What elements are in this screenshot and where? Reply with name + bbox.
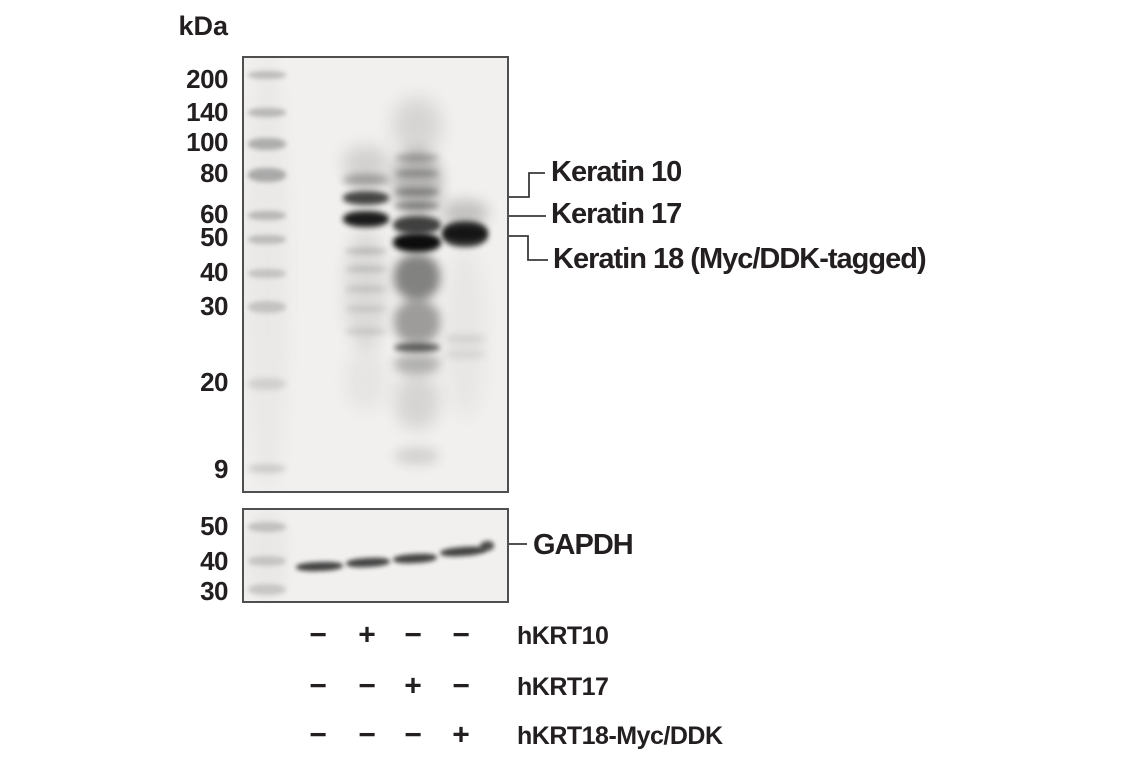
blot-band [248,168,286,182]
blot-band [346,350,386,410]
blot-band [248,464,286,473]
keratin-10-connector-line [509,172,545,198]
blot-band [395,170,439,177]
blot-band [248,235,286,244]
blot-band [393,98,441,153]
blot-band [246,510,288,601]
sign-row1-lane3: − [404,618,422,652]
mw-marker-140: 140 [186,96,228,127]
blot-band [345,230,387,350]
blot-band [394,254,440,300]
mw-marker-200: 200 [186,63,228,94]
blot-band [345,266,387,272]
gapdh-label: GAPDH [533,528,634,561]
blot-band [248,556,286,566]
mw-marker-60: 60 [200,198,228,229]
blot-band [395,374,439,429]
blot-band [444,248,486,418]
blot-band [393,216,441,234]
kda-unit-label: kDa [178,10,228,41]
keratin-18-connector-line [509,235,548,261]
blot-band [248,584,286,595]
treatment-label-hkrt10: hKRT10 [517,621,609,650]
blot-band [345,556,391,569]
blot-band [394,354,440,374]
blot-band [295,561,344,572]
blot-band [395,188,439,196]
treatment-label-hkrt18-myc/ddk: hKRT18-Myc/DDK [517,721,723,750]
mw-marker-20: 20 [200,366,228,397]
treatment-label-hkrt17: hKRT17 [517,672,609,701]
sign-row1-lane4: − [452,618,470,652]
mw-marker-40: 40 [200,256,228,287]
blot-band [393,233,441,252]
sign-row3-lane1: − [309,718,327,752]
blot-band [395,154,439,161]
blot-band [248,108,286,117]
blot-band [343,211,389,227]
blot-band [248,138,286,150]
blot-band [345,248,387,254]
keratin-17-label: Keratin 17 [551,197,682,230]
blot-band [343,146,389,180]
blot-band [248,269,286,278]
blot-band [392,552,438,565]
mw-marker-30: 30 [200,575,228,606]
mw-marker-30: 30 [200,290,228,321]
blot-band [246,58,288,491]
blot-band [393,150,441,216]
blot-band [248,301,286,313]
blot-band [248,211,286,220]
blot-band [345,286,387,292]
mw-marker-40: 40 [200,545,228,576]
keratin-18-label: Keratin 18 (Myc/DDK-tagged) [553,242,927,275]
blot-band [395,448,439,464]
blot-band [394,343,440,352]
blot-band [248,522,286,532]
main-blot-panel [242,56,509,493]
mw-marker-50: 50 [200,221,228,252]
sign-row1-lane2: + [358,618,376,652]
blot-band [345,328,387,335]
mw-marker-50: 50 [200,510,228,541]
blot-band [343,191,389,205]
blot-band [479,540,495,552]
sign-row2-lane1: − [309,669,327,703]
sign-row2-lane4: − [452,669,470,703]
blot-band [248,71,286,79]
blot-band [444,350,486,358]
blot-band [343,174,389,186]
blot-band [394,300,440,344]
sign-row3-lane2: − [358,718,376,752]
mw-marker-80: 80 [200,157,228,188]
keratin-10-label: Keratin 10 [551,155,682,188]
mw-marker-9: 9 [214,453,228,484]
blot-band [248,378,286,390]
sign-row3-lane3: − [404,718,422,752]
sign-row2-lane2: − [358,669,376,703]
blot-band [444,226,486,241]
blot-band [444,335,486,343]
blot-band [395,202,439,210]
gapdh-blot-panel [242,508,509,603]
mw-marker-100: 100 [186,126,228,157]
sign-row1-lane1: − [309,618,327,652]
sign-row3-lane4: + [452,718,470,752]
blot-band [345,306,387,312]
sign-row2-lane3: + [404,669,422,703]
